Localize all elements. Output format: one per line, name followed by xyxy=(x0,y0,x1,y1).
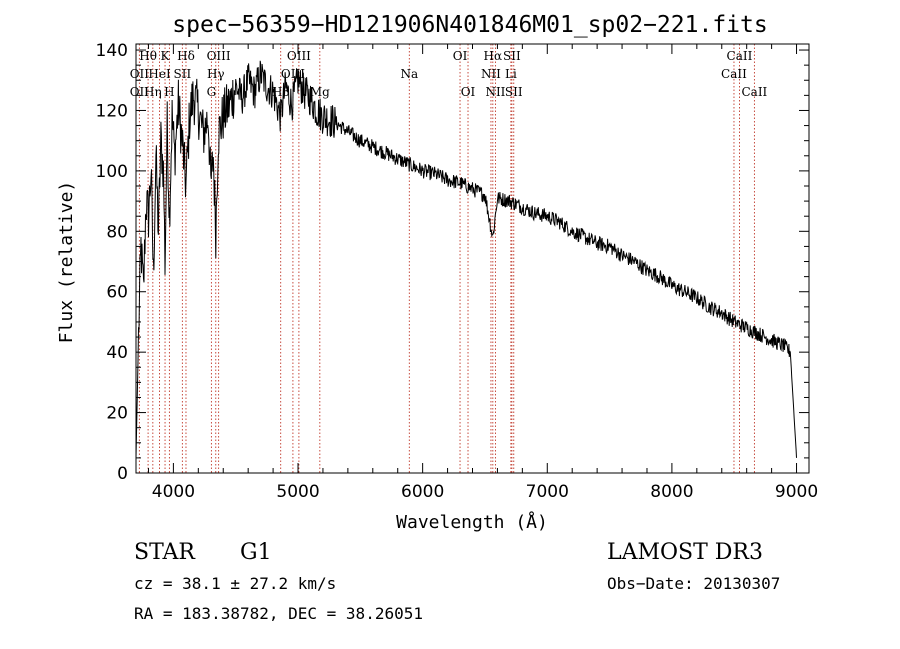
y-tick-label: 60 xyxy=(106,283,128,303)
spectrum-line xyxy=(135,60,797,458)
line-marker-label: Hγ xyxy=(207,67,225,81)
line-marker-label: Hδ xyxy=(177,49,195,63)
line-marker-label: CaII xyxy=(721,67,747,81)
line-marker-label: HeI xyxy=(148,67,171,81)
line-marker-label: K xyxy=(161,49,171,63)
y-tick-label: 140 xyxy=(96,41,128,61)
line-marker-label: G xyxy=(207,85,217,99)
line-markers xyxy=(138,44,755,473)
line-marker-label: Hθ xyxy=(139,49,157,63)
redshift-readout: cz = 38.1 ± 27.2 km/s xyxy=(134,574,337,593)
line-marker-label: SII xyxy=(174,67,192,81)
y-tick-label: 100 xyxy=(96,162,128,182)
y-tick-label: 20 xyxy=(106,404,128,424)
chart-title: spec−56359−HD121906N401846M01_sp02−221.f… xyxy=(172,12,767,38)
plot-frame xyxy=(135,43,810,474)
x-axis-label: Wavelength (Å) xyxy=(396,511,548,533)
line-marker-label: OI xyxy=(461,85,476,99)
spectrum-series xyxy=(135,60,797,458)
x-tick-label: 9000 xyxy=(775,482,818,502)
y-tick-label: 0 xyxy=(117,464,128,484)
line-marker-label: Hα xyxy=(484,49,503,63)
observation-date: Obs−Date: 20130307 xyxy=(607,574,781,593)
line-marker-label: SII xyxy=(503,49,521,63)
y-tick-label: 80 xyxy=(106,222,128,242)
line-marker-label: NII xyxy=(481,67,501,81)
line-marker-label: OIII xyxy=(207,49,231,63)
x-tick-label: 7000 xyxy=(526,482,569,502)
line-marker-label: OII xyxy=(130,67,150,81)
x-tick-label: 8000 xyxy=(650,482,693,502)
y-axis: 0 20 40 60 80 100 120 140 xyxy=(96,41,809,484)
line-marker-label: OI xyxy=(453,49,468,63)
line-marker-label: CaII xyxy=(727,49,753,63)
survey-name: LAMOST DR3 xyxy=(607,540,763,565)
line-marker-label: SII xyxy=(505,85,523,99)
line-marker-label: Li xyxy=(505,67,517,81)
line-marker-label: CaII xyxy=(741,85,767,99)
line-marker-label: Hβ xyxy=(272,85,289,99)
line-marker-label: OIII xyxy=(281,67,305,81)
line-marker-label: Na xyxy=(400,67,418,81)
coordinates-readout: RA = 183.38782, DEC = 38.26051 xyxy=(134,604,423,623)
x-tick-label: 5000 xyxy=(276,482,319,502)
line-marker-label: OIII xyxy=(287,49,311,63)
line-marker-label: OII xyxy=(130,85,150,99)
y-axis-label: Flux (relative) xyxy=(56,181,77,344)
line-marker-label: Mg xyxy=(310,85,330,99)
line-marker-label: Hη xyxy=(144,85,162,99)
x-axis: 4000 5000 6000 7000 8000 9000 xyxy=(147,44,818,502)
x-tick-label: 6000 xyxy=(401,482,444,502)
object-class: STAR xyxy=(134,540,195,565)
object-subclass: G1 xyxy=(240,540,272,565)
y-tick-label: 40 xyxy=(106,343,128,363)
y-tick-label: 120 xyxy=(96,101,128,121)
x-tick-label: 4000 xyxy=(152,482,195,502)
line-marker-label: NII xyxy=(485,85,505,99)
line-marker-label: H xyxy=(164,85,174,99)
